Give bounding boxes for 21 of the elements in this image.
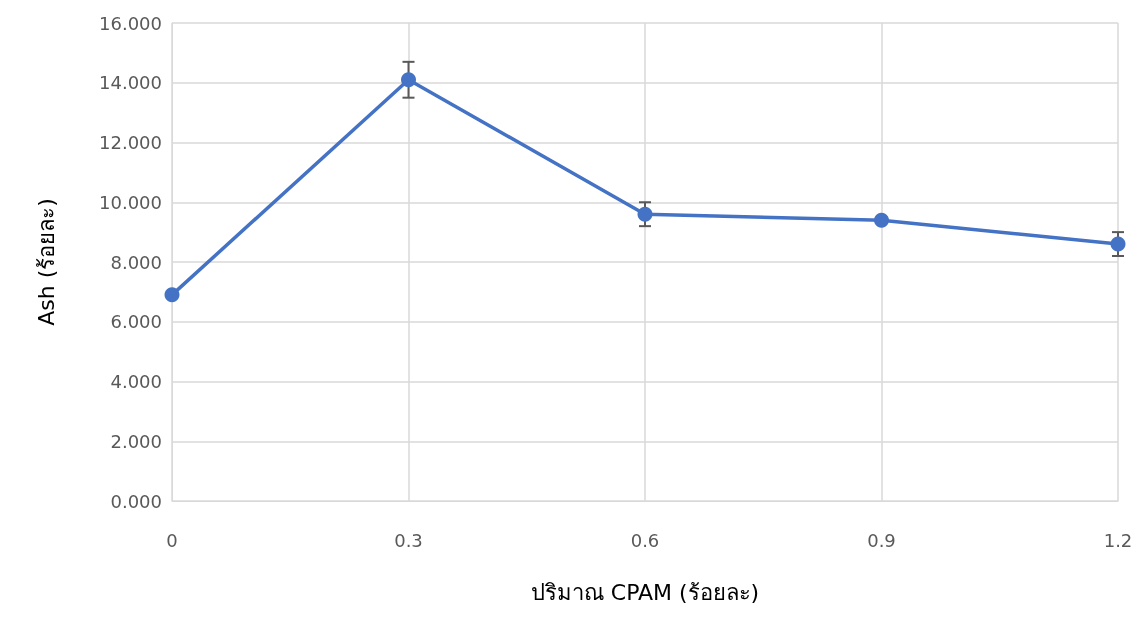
y-tick-label: 6.000 (110, 311, 162, 333)
x-axis-title: ปริมาณ CPAM (ร้อยละ) (530, 579, 760, 605)
x-tick-label: 0 (166, 529, 178, 551)
y-tick-label: 8.000 (110, 251, 162, 273)
x-tick-label: 0.3 (394, 529, 423, 551)
x-tick-label: 1.2 (1103, 529, 1133, 551)
point (401, 72, 416, 88)
point (1110, 236, 1126, 252)
y-tick-label: 12.000 (99, 132, 162, 153)
y-axis-title: Ash (ร้อยละ) (33, 198, 59, 326)
y-tick-label: 4.000 (110, 371, 162, 392)
point (874, 212, 889, 228)
y-tick-label: 14.000 (99, 72, 162, 94)
x-tick-label: 0.9 (867, 529, 896, 551)
point (637, 206, 653, 222)
x-tick-label: 0.6 (630, 529, 660, 551)
y-tick-label: 2.000 (110, 430, 162, 452)
point (164, 287, 180, 303)
y-tick-label: 16.000 (99, 12, 162, 34)
y-tick-label: 0.000 (110, 490, 162, 512)
y-tick-label: 10.000 (99, 191, 162, 213)
